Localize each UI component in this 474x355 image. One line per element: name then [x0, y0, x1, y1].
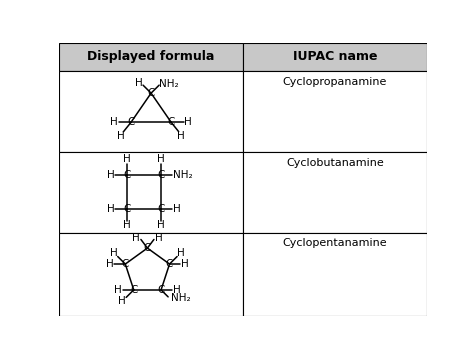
Text: H: H	[173, 204, 181, 214]
Text: C: C	[127, 118, 135, 127]
Text: Displayed formula: Displayed formula	[87, 50, 215, 64]
Bar	[59, 233, 243, 316]
Text: H: H	[184, 118, 192, 127]
Bar	[59, 43, 243, 71]
Text: NH₂: NH₂	[159, 78, 178, 89]
Text: H: H	[117, 131, 125, 141]
Text: C: C	[144, 243, 151, 253]
Text: H: H	[110, 248, 118, 258]
Bar	[59, 71, 243, 152]
Text: C: C	[130, 285, 137, 295]
Text: Cyclopropanamine: Cyclopropanamine	[283, 77, 387, 87]
Text: H: H	[118, 296, 126, 306]
Text: C: C	[157, 285, 165, 295]
Text: H: H	[177, 131, 185, 141]
Text: H: H	[155, 233, 163, 243]
Text: H: H	[177, 248, 185, 258]
Text: C: C	[122, 259, 129, 269]
Bar	[243, 71, 427, 152]
Text: C: C	[167, 118, 175, 127]
Text: C: C	[157, 204, 164, 214]
Text: H: H	[132, 233, 140, 243]
Bar	[243, 43, 427, 71]
Text: H: H	[123, 220, 130, 230]
Text: H: H	[123, 154, 130, 164]
Text: Cyclopentanamine: Cyclopentanamine	[283, 238, 387, 248]
Text: C: C	[166, 259, 173, 269]
Text: IUPAC name: IUPAC name	[292, 50, 377, 64]
Text: H: H	[107, 170, 114, 180]
Text: C: C	[157, 170, 164, 180]
Text: H: H	[135, 78, 142, 88]
Text: H: H	[114, 285, 122, 295]
Bar	[243, 233, 427, 316]
Bar	[59, 152, 243, 233]
Text: NH₂: NH₂	[173, 170, 193, 180]
Text: C: C	[147, 88, 155, 98]
Text: H: H	[157, 220, 164, 230]
Text: H: H	[106, 259, 114, 269]
Text: H: H	[107, 204, 114, 214]
Text: H: H	[157, 154, 164, 164]
Text: NH₂: NH₂	[171, 294, 191, 304]
Text: H: H	[110, 118, 118, 127]
Text: H: H	[181, 259, 189, 269]
Bar	[243, 152, 427, 233]
Text: H: H	[173, 285, 181, 295]
Text: Cyclobutanamine: Cyclobutanamine	[286, 158, 383, 168]
Text: C: C	[123, 170, 130, 180]
Text: C: C	[123, 204, 130, 214]
